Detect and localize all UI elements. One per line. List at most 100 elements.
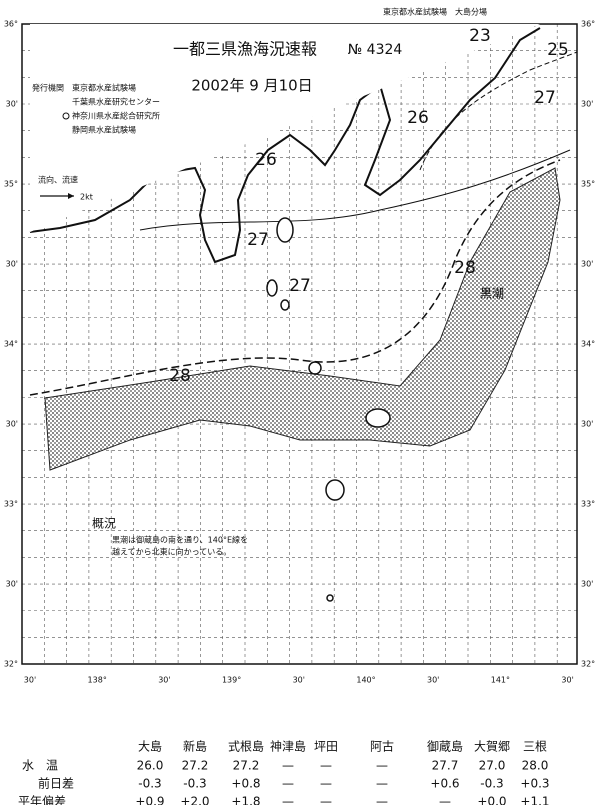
row-label: 水 温 (22, 759, 58, 773)
lat-label: 30' (6, 260, 18, 269)
cell: +0.8 (231, 777, 260, 791)
station-name: 御蔵島 (427, 739, 463, 754)
lat-label: 30' (6, 420, 18, 429)
cell: — (376, 777, 388, 791)
isotherm-label: 27 (289, 276, 311, 296)
table: 大島 新島 式根島 神津島 坪田 阿古 御蔵島 大賀郷 三根水 温 26.0 27.2 27.2 — — —… (18, 739, 550, 805)
lat-label: 34° (581, 340, 595, 349)
cell: +0.6 (430, 777, 459, 791)
cell: 27.2 (182, 759, 209, 773)
issuer: 神奈川県水産総合研究所 (72, 111, 160, 121)
cell: -0.3 (138, 777, 161, 791)
kuroshio-band (44, 167, 561, 471)
station-name: 坪田 (314, 740, 338, 754)
cell: -0.3 (183, 777, 206, 791)
lat-label: 33° (4, 500, 18, 509)
lon-label: 139° (222, 676, 241, 685)
station-name: 式根島 (228, 739, 264, 754)
date: 2002年 9 月10日 (191, 77, 312, 95)
lon-label: 30' (293, 676, 305, 685)
cell: 27.7 (432, 759, 459, 773)
lat-label: 30' (581, 260, 593, 269)
cell: 27.0 (479, 759, 506, 773)
issuer: 千葉県水産研究センター (72, 97, 160, 107)
cell: — (376, 795, 388, 805)
isotherm-label: 28 (169, 366, 191, 386)
row-label: 平年偏差 (18, 794, 66, 805)
lat-label: 30' (581, 420, 593, 429)
lat-label: 35° (581, 180, 595, 189)
marker (62, 112, 70, 120)
cell: -0.3 (480, 777, 503, 791)
isotherm-label: 28 (454, 258, 476, 278)
cell: +1.1 (520, 795, 549, 805)
isotherm-26 (419, 51, 578, 171)
station-name: 阿古 (370, 739, 394, 754)
lon-label: 30' (24, 676, 36, 685)
isotherm-27 (139, 149, 571, 231)
lat-label: 36° (581, 20, 595, 29)
cell: — (282, 795, 294, 805)
isotherm-label: 25 (547, 40, 569, 60)
cell: — (320, 795, 332, 805)
issue-number: № 4324 (348, 42, 403, 58)
cell: 26.0 (137, 759, 164, 773)
lon-label: 138° (88, 676, 107, 685)
issuer: 静岡県水産試験場 (72, 125, 136, 135)
summary-text: 越えてから北東に向かっている。 (112, 547, 231, 557)
lon-label: 30' (158, 676, 170, 685)
lat-label: 30' (581, 100, 593, 109)
land (30, 24, 540, 232)
coastline (29, 27, 541, 264)
lon-label: 140° (356, 676, 375, 685)
cell: +0.3 (520, 777, 549, 791)
lon-label: 30' (561, 676, 573, 685)
lon-label: 30' (427, 676, 439, 685)
cell: +1.8 (231, 795, 260, 805)
lat-label: 30' (6, 580, 18, 589)
lat-label: 35° (4, 180, 18, 189)
isotherm-28 (29, 159, 561, 396)
cell: +0.0 (477, 795, 506, 805)
islands (266, 217, 391, 602)
title: 一都三県漁海況速報 (173, 40, 317, 59)
summary-text: 黒潮は御蔵島の南を通り、140°E線を (112, 535, 248, 545)
isotherm-label: 27 (247, 230, 269, 250)
lat-label: 36° (4, 20, 18, 29)
legend-label: 流向、流速 (38, 175, 78, 185)
lat-label: 33° (581, 500, 595, 509)
station-name: 新島 (183, 739, 207, 754)
lon-label: 141° (491, 676, 510, 685)
cell: — (282, 759, 294, 773)
cell: 28.0 (522, 759, 549, 773)
isotherm-label: 26 (407, 108, 429, 128)
legend-arrowhead (68, 193, 74, 199)
isotherm-label: 27 (534, 88, 556, 108)
lat-label: 30' (581, 580, 593, 589)
cell: 27.2 (233, 759, 260, 773)
agency-top: 東京都水産試験場 大島分場 (383, 7, 487, 17)
lat-label: 34° (4, 340, 18, 349)
issuer: 発行機関 東京都水産試験場 (32, 83, 136, 93)
cell: — (376, 759, 388, 773)
lat-label: 32° (581, 660, 595, 669)
cell: — (282, 777, 294, 791)
isotherm-label: 23 (469, 26, 491, 46)
cell: +2.0 (180, 795, 209, 805)
lat-label: 30' (6, 100, 18, 109)
cell: — (320, 759, 332, 773)
isotherm-label: 26 (255, 150, 277, 170)
station-name: 大賀郷 (474, 740, 510, 754)
station-name: 神津島 (270, 739, 306, 754)
summary-heading: 概況 (92, 516, 116, 531)
row-label: 前日差 (38, 776, 74, 791)
legend-speed: 2kt (80, 193, 93, 202)
station-name: 三根 (523, 740, 547, 754)
station-name: 大島 (138, 739, 162, 754)
lat-label: 32° (4, 660, 18, 669)
cell: — (439, 795, 451, 805)
cell: +0.9 (135, 795, 164, 805)
cell: — (320, 777, 332, 791)
